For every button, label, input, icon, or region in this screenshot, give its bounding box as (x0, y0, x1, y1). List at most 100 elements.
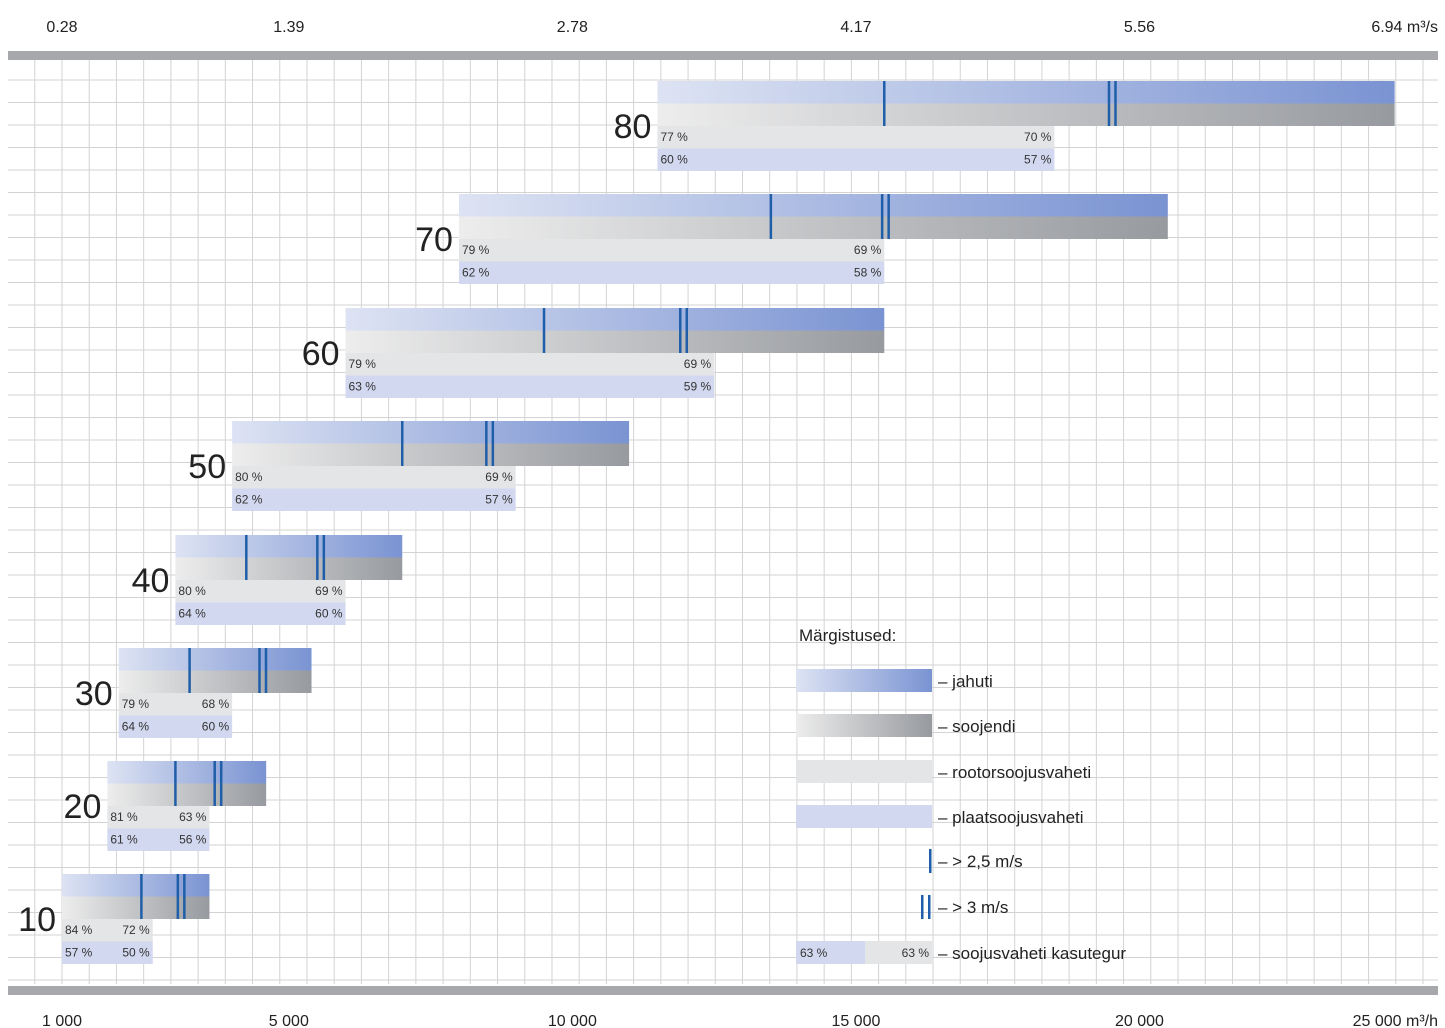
unit-size-label: 20 (64, 788, 102, 826)
velocity-3-marker (880, 194, 884, 239)
rotor-efficiency-max: 68 % (202, 697, 230, 711)
heater-bar (458, 216, 1168, 239)
bottom-axis-tick-label: 5 000 (269, 1013, 309, 1028)
plate-exchanger-bar (232, 488, 516, 511)
unit-size-label: 70 (415, 221, 453, 259)
velocity-3-marker (183, 874, 186, 919)
plate-efficiency-min: 57 % (65, 946, 93, 960)
plate-exchanger-bar (345, 375, 715, 398)
legend-swatch-rotor (796, 760, 932, 783)
legend-eff-sample-right: 63 % (902, 946, 930, 960)
velocity-2-5-marker (174, 761, 177, 806)
velocity-2-5-marker (188, 648, 191, 693)
rotor-efficiency-min: 79 % (349, 357, 377, 371)
rotor-efficiency-max: 72 % (122, 923, 150, 937)
rotor-efficiency-max: 69 % (315, 584, 343, 598)
rotor-efficiency-min: 80 % (178, 584, 206, 598)
bottom-axis-tick-label: 20 000 (1115, 1013, 1164, 1028)
top-axis-tick-label: 2.78 (557, 19, 588, 36)
legend-swatch-plate-eff (796, 941, 865, 964)
velocity-2-5-marker (245, 535, 248, 580)
rotor-efficiency-min: 79 % (122, 697, 150, 711)
unit-bars: 84 % 72 % 57 % 50 % 10 81 % 63 % 61 % 56 % 20 79 %… (18, 81, 1395, 964)
velocity-3-marker (887, 194, 890, 239)
legend-label-cooler: – jahuti (938, 672, 993, 691)
plate-efficiency-min: 60 % (660, 153, 688, 167)
unit-size-label: 60 (302, 335, 340, 373)
unit-group-20: 81 % 63 % 61 % 56 % 20 (64, 761, 267, 851)
legend-swatch-plate (796, 805, 932, 828)
cooler-bar (107, 761, 267, 784)
rotor-efficiency-max: 69 % (854, 243, 882, 257)
plate-efficiency-max: 60 % (315, 607, 343, 621)
rotor-efficiency-max: 63 % (179, 810, 207, 824)
legend-label-rotor: – rootorsoojusvaheti (938, 763, 1091, 782)
velocity-3-marker (219, 761, 223, 806)
plate-exchanger-bar (657, 148, 1055, 171)
legend-swatch-rotor-eff (865, 941, 932, 964)
heater-bar (107, 783, 267, 806)
cooler-bar (62, 874, 210, 897)
plate-exchanger-bar (458, 261, 885, 284)
bottom-axis-tick-label: 15 000 (831, 1013, 880, 1028)
heater-bar (345, 330, 885, 353)
rotor-efficiency-max: 69 % (684, 357, 712, 371)
legend-label-v3: – > 3 m/s (938, 898, 1008, 917)
rotor-efficiency-min: 77 % (660, 130, 688, 144)
legend-eff-sample-left: 63 % (800, 946, 828, 960)
plate-efficiency-max: 57 % (1024, 153, 1052, 167)
velocity-3-marker (1107, 81, 1111, 126)
velocity-3-marker (213, 761, 216, 806)
legend-label-plate: – plaatsoojusvaheti (938, 808, 1084, 827)
unit-size-label: 10 (18, 901, 56, 939)
velocity-2-5-marker (769, 194, 773, 239)
rotor-efficiency-max: 70 % (1024, 130, 1052, 144)
legend-swatch-heater (796, 714, 932, 737)
unit-size-label: 40 (132, 562, 170, 600)
unit-group-50: 80 % 69 % 62 % 57 % 50 (188, 421, 630, 511)
plate-efficiency-min: 64 % (122, 720, 150, 734)
velocity-3-marker (1114, 81, 1117, 126)
plate-efficiency-max: 56 % (179, 833, 207, 847)
rotor-efficiency-max: 69 % (485, 470, 513, 484)
plate-exchanger-bar (175, 602, 346, 625)
cooler-bar (175, 535, 403, 558)
unit-group-70: 79 % 69 % 62 % 58 % 70 (415, 194, 1168, 284)
heater-bar (62, 896, 210, 919)
legend-swatch-v3 (928, 895, 931, 919)
rotor-exchanger-bar (232, 466, 516, 489)
plate-efficiency-min: 62 % (235, 493, 263, 507)
plate-efficiency-max: 57 % (485, 493, 513, 507)
rotor-exchanger-bar (107, 806, 210, 829)
unit-group-40: 80 % 69 % 64 % 60 % 40 (132, 535, 403, 625)
rotor-efficiency-min: 80 % (235, 470, 263, 484)
unit-group-10: 84 % 72 % 57 % 50 % 10 (18, 874, 210, 964)
top-axis-tick-label: 0.28 (46, 19, 77, 36)
unit-size-label: 30 (75, 675, 113, 713)
legend-title: Märgistused: (799, 626, 896, 645)
bottom-axis-tick-label: 10 000 (548, 1013, 597, 1028)
velocity-3-marker (491, 421, 495, 466)
bottom-axis-tick-label: 1 000 (42, 1013, 82, 1028)
velocity-2-5-marker (401, 421, 404, 466)
velocity-3-marker (485, 421, 488, 466)
unit-group-60: 79 % 69 % 63 % 59 % 60 (302, 308, 885, 398)
rotor-exchanger-bar (458, 239, 885, 262)
velocity-2-5-marker (542, 308, 546, 353)
heater-bar (657, 103, 1395, 126)
cooler-bar (458, 194, 1168, 217)
plate-efficiency-min: 61 % (110, 833, 138, 847)
plate-efficiency-max: 58 % (854, 266, 882, 280)
rotor-efficiency-min: 81 % (110, 810, 138, 824)
legend-label-heater: – soojendi (938, 717, 1016, 736)
heater-bar (232, 443, 630, 466)
velocity-3-marker (322, 535, 326, 580)
unit-group-80: 77 % 70 % 60 % 57 % 80 (614, 81, 1395, 171)
cooler-bar (657, 81, 1395, 104)
plate-efficiency-min: 62 % (462, 266, 490, 280)
rotor-exchanger-bar (175, 580, 346, 603)
top-axis-tick-label: 4.17 (840, 19, 871, 36)
unit-size-label: 50 (188, 448, 226, 486)
velocity-3-marker (316, 535, 319, 580)
